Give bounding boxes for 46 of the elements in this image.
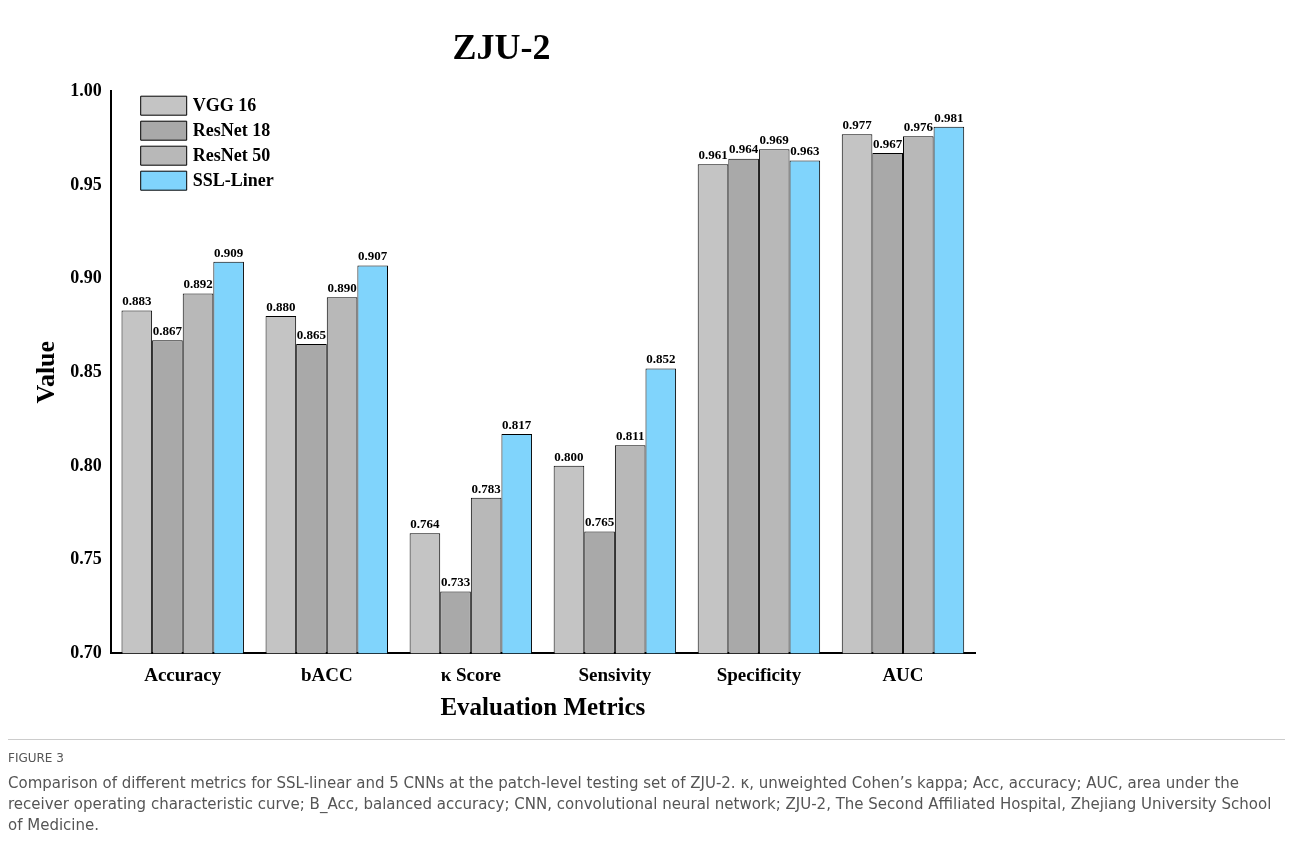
- data-label: 0.865: [296, 326, 327, 342]
- legend-label: VGG 16: [192, 95, 257, 116]
- data-label: 0.783: [471, 480, 502, 496]
- data-label: 0.963: [790, 143, 820, 159]
- x-tick-label: Accuracy: [144, 663, 222, 685]
- data-label: 0.765: [584, 514, 615, 530]
- data-label: 0.883: [122, 293, 152, 309]
- data-label: 0.764: [410, 516, 441, 532]
- data-label: 0.817: [502, 416, 532, 432]
- x-tick-label: AUC: [882, 663, 924, 685]
- data-label: 0.867: [152, 323, 183, 339]
- x-tick-label: Sensivity: [578, 663, 652, 685]
- legend-label: SSL-Liner: [192, 170, 274, 191]
- data-label: 0.977: [842, 117, 873, 133]
- y-tick-label: 0.70: [70, 641, 102, 662]
- x-axis-title: Evaluation Metrics: [440, 693, 646, 721]
- legend-label: ResNet 50: [192, 145, 271, 166]
- data-label: 0.892: [183, 276, 213, 292]
- data-label: 0.733: [440, 574, 471, 590]
- data-label: 0.811: [615, 428, 645, 444]
- y-tick-label: 0.90: [70, 267, 102, 288]
- y-tick-label: 0.85: [70, 360, 102, 381]
- y-tick-label: 0.75: [70, 548, 102, 569]
- x-tick-label: Specificity: [716, 663, 802, 685]
- data-label: 0.880: [266, 298, 296, 314]
- data-label: 0.800: [554, 448, 584, 464]
- y-axis-title: Value: [31, 340, 61, 404]
- data-label: 0.964: [728, 141, 759, 157]
- data-label: 0.909: [214, 244, 244, 260]
- data-label: 0.961: [698, 147, 728, 163]
- data-label: 0.907: [358, 248, 388, 264]
- x-tick-label: bACC: [300, 663, 353, 685]
- y-tick-label: 0.80: [70, 454, 102, 475]
- y-tick-label: 1.00: [70, 79, 102, 100]
- text: Comparison of different metrics for SSL-linear and 5 CNNs at the patch-level testing set of ZJU-2. κ, unweighted Cohen’s kappa; Acc, accuracy; AUC, area under the receiver operating characteristic curve; B_Acc, balanced accuracy; CNN, convolutional neural network; ZJU-2, The Second Affiliated Hospital, Zhejiang University School of Medicine.: [8, 772, 1273, 836]
- data-label: 0.981: [934, 109, 964, 125]
- data-label: 0.976: [903, 119, 934, 135]
- y-tick-label: 0.95: [70, 173, 102, 194]
- data-label: 0.890: [327, 280, 357, 296]
- data-label: 0.969: [759, 132, 790, 148]
- x-tick-label: κ Score: [440, 663, 501, 685]
- data-label: 0.967: [873, 135, 903, 151]
- legend-label: ResNet 18: [192, 120, 271, 141]
- data-label: 0.852: [646, 351, 676, 367]
- chart-title: ZJU-2: [452, 26, 551, 67]
- caption: FIGURE 3: [8, 750, 65, 767]
